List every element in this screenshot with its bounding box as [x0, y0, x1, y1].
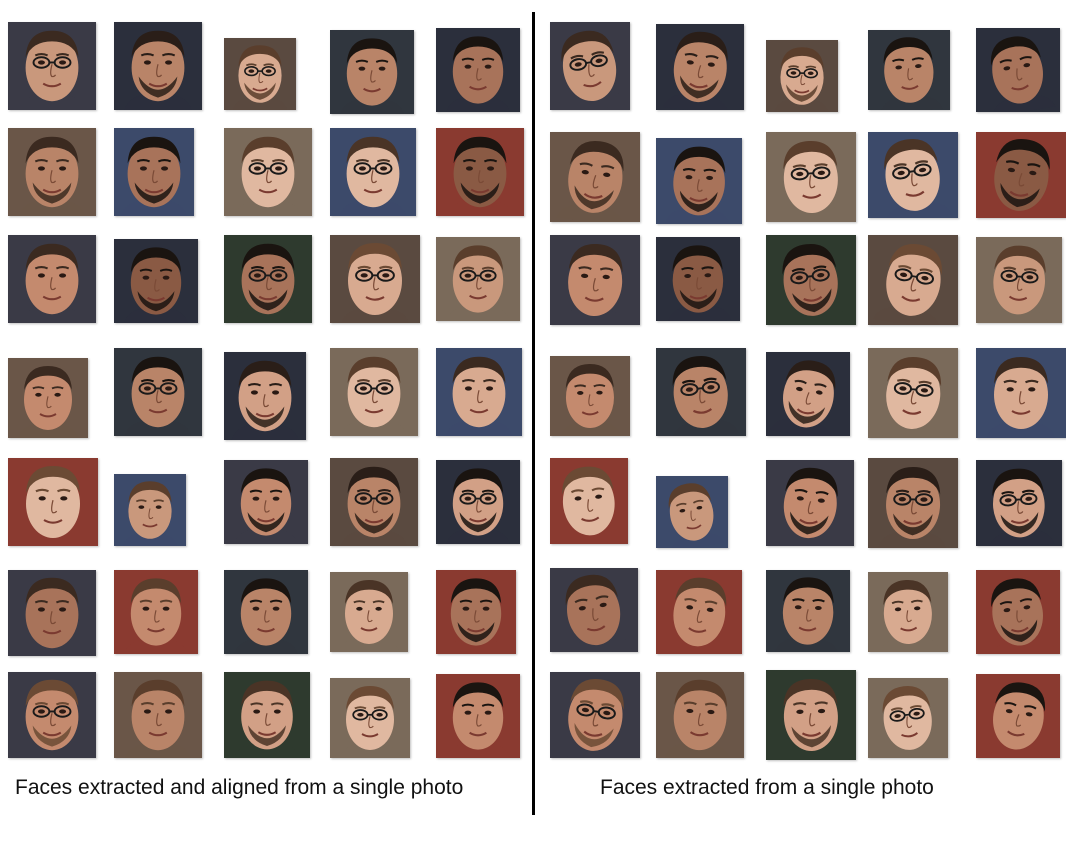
face-thumbnail: [330, 128, 416, 216]
face-thumbnail: [550, 356, 630, 436]
face-thumbnail: [224, 235, 312, 323]
face-thumbnail: [976, 132, 1066, 218]
face-thumbnail: [436, 28, 520, 112]
face-thumbnail: [976, 348, 1066, 438]
face-thumbnail: [8, 128, 96, 216]
face-thumbnail: [436, 348, 522, 436]
face-thumbnail: [766, 132, 856, 222]
face-thumbnail: [330, 678, 410, 758]
face-thumbnail: [436, 570, 516, 654]
face-thumbnail: [766, 460, 854, 546]
face-thumbnail: [8, 458, 98, 546]
face-thumbnail: [550, 458, 628, 544]
face-thumbnail: [656, 348, 746, 436]
face-thumbnail: [976, 28, 1060, 112]
face-thumbnail: [766, 352, 850, 436]
face-thumbnail: [436, 460, 520, 544]
face-thumbnail: [8, 235, 96, 323]
face-thumbnail: [224, 672, 310, 758]
face-thumbnail: [224, 38, 296, 110]
face-thumbnail: [656, 672, 744, 758]
aligned-faces-caption: Faces extracted and aligned from a singl…: [15, 776, 464, 799]
face-thumbnail: [656, 476, 728, 548]
face-thumbnail: [868, 132, 958, 218]
face-thumbnail: [550, 672, 640, 758]
face-thumbnail: [656, 570, 742, 654]
face-thumbnail: [766, 670, 856, 760]
face-thumbnail: [8, 358, 88, 438]
face-thumbnail: [868, 678, 948, 758]
face-thumbnail: [114, 128, 194, 216]
face-thumbnail: [114, 239, 198, 323]
face-thumbnail: [8, 570, 96, 656]
face-thumbnail: [868, 572, 948, 652]
face-thumbnail: [114, 22, 202, 110]
face-thumbnail: [224, 570, 308, 654]
aligned-faces-panel: Faces extracted and aligned from a singl…: [8, 22, 524, 799]
face-thumbnail: [656, 138, 742, 224]
face-thumbnail: [656, 237, 740, 321]
face-thumbnail: [224, 128, 312, 216]
face-thumbnail: [114, 570, 198, 654]
face-thumbnail: [550, 235, 640, 325]
face-thumbnail: [330, 235, 420, 323]
face-thumbnail: [766, 235, 856, 325]
face-thumbnail: [436, 128, 524, 216]
face-thumbnail: [550, 132, 640, 222]
face-thumbnail: [976, 237, 1062, 323]
face-thumbnail: [8, 22, 96, 110]
extracted-faces-panel: Faces extracted from a single photo: [534, 0, 1066, 845]
face-thumbnail: [436, 674, 520, 758]
face-thumbnail: [868, 30, 950, 110]
face-thumbnail: [330, 30, 414, 114]
face-thumbnail: [436, 237, 520, 321]
face-thumbnail: [330, 572, 408, 652]
face-thumbnail: [8, 672, 96, 758]
face-thumbnail: [224, 352, 306, 440]
face-thumbnail: [766, 40, 838, 112]
face-thumbnail: [976, 570, 1060, 654]
face-thumbnail: [550, 568, 638, 652]
face-thumbnail: [114, 474, 186, 546]
face-thumbnail: [656, 24, 744, 110]
face-thumbnail: [766, 570, 850, 652]
face-thumbnail: [976, 460, 1062, 546]
extracted-faces-caption: Faces extracted from a single photo: [600, 776, 934, 799]
face-thumbnail: [868, 458, 958, 548]
face-thumbnail: [114, 348, 202, 436]
face-thumbnail: [224, 460, 308, 544]
face-thumbnail: [114, 672, 202, 758]
face-thumbnail: [868, 348, 958, 438]
face-thumbnail: [550, 22, 630, 110]
face-thumbnail: [868, 235, 958, 325]
face-thumbnail: [330, 348, 418, 436]
face-thumbnail: [976, 674, 1060, 758]
face-thumbnail: [330, 458, 418, 546]
panel-divider: [532, 12, 535, 815]
